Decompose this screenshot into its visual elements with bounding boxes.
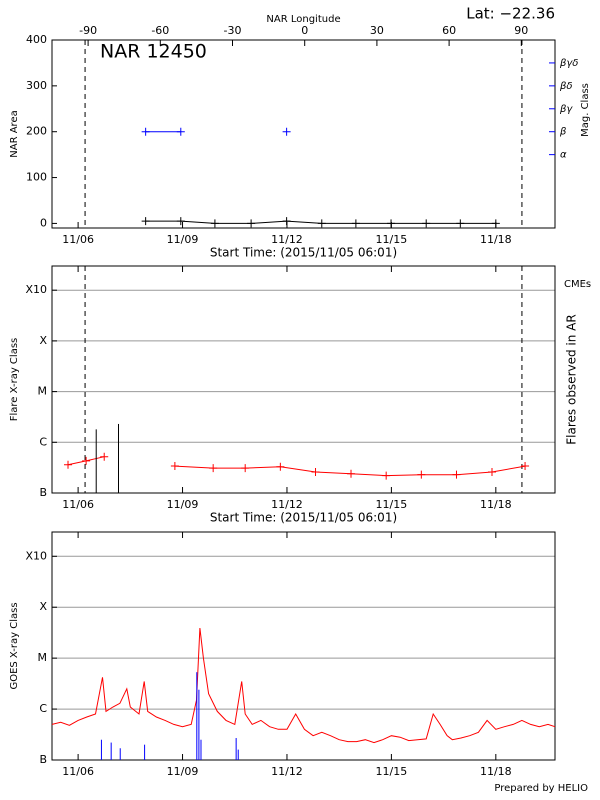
plus-marker: [209, 464, 218, 473]
x-tick-label: 11/12: [271, 233, 303, 246]
y-tick-label: X: [39, 334, 47, 347]
x2-tick-label: 60: [442, 24, 456, 37]
plus-marker: [311, 467, 320, 476]
x-tick-label: 11/18: [480, 233, 512, 246]
plus-marker: [141, 217, 150, 226]
plus-marker: [276, 462, 285, 471]
x-tick-label: 11/09: [167, 765, 199, 778]
y-tick-label: 400: [26, 33, 47, 46]
y-tick-label: M: [38, 385, 48, 398]
plus-marker: [317, 219, 326, 228]
x2-tick-label: 90: [514, 24, 528, 37]
x2-tick-label: 0: [301, 24, 308, 37]
x-tick-label: 11/15: [376, 233, 408, 246]
x2-tick-label: 30: [370, 24, 384, 37]
x-tick-label: 11/06: [62, 498, 94, 511]
plus-marker: [64, 460, 73, 469]
y2-axis-label: Flares observed in AR: [565, 314, 579, 444]
y-axis-label: NAR Area: [9, 110, 20, 157]
plus-marker: [247, 219, 256, 228]
plus-marker: [351, 219, 360, 228]
plus-marker: [210, 219, 219, 228]
annotation: CMEs: [564, 279, 591, 290]
plus-marker: [100, 452, 109, 461]
plus-marker: [82, 456, 91, 465]
y-tick-label: B: [39, 486, 47, 499]
x-tick-label: 11/12: [271, 765, 303, 778]
plus-marker: [456, 219, 465, 228]
x-tick-label: 11/18: [480, 765, 512, 778]
plus-marker: [141, 127, 150, 136]
plus-marker: [487, 467, 496, 476]
plot-frame: [51, 39, 556, 229]
plot-frame: [51, 531, 556, 761]
plus-marker: [521, 462, 530, 471]
x-tick-label: 11/15: [376, 498, 408, 511]
y-tick-label: 200: [26, 125, 47, 138]
x2-tick-label: -30: [224, 24, 242, 37]
x-axis-label: Start Time: (2015/11/05 06:01): [210, 246, 397, 260]
plus-marker: [491, 219, 500, 228]
plus-marker: [382, 471, 391, 480]
plus-marker: [282, 127, 291, 136]
x-tick-label: 11/06: [62, 233, 94, 246]
series-line: [51, 627, 556, 744]
y2-tick-label: α: [560, 150, 567, 161]
annotation: NAR 12450: [100, 41, 207, 63]
y-tick-label: C: [39, 435, 47, 448]
y2-tick-label: β: [559, 127, 567, 138]
x-tick-label: 11/18: [480, 498, 512, 511]
y-tick-label: X10: [25, 549, 47, 562]
y2-tick-label: βδ: [559, 81, 573, 92]
x-tick-label: 11/06: [62, 765, 94, 778]
y2-tick-label: βγδ: [559, 58, 578, 69]
y-tick-label: 300: [26, 79, 47, 92]
plus-marker: [347, 469, 356, 478]
plus-marker: [282, 217, 291, 226]
y2-axis-label: Mag. Class: [580, 83, 591, 137]
x-tick-label: 11/15: [376, 765, 408, 778]
x-tick-label: 11/09: [167, 233, 199, 246]
y-tick-label: 0: [40, 216, 47, 229]
x2-tick-label: -60: [151, 24, 169, 37]
plus-marker: [241, 464, 250, 473]
y-tick-label: B: [39, 753, 47, 766]
chart-title: Lat: −22.36: [466, 5, 555, 23]
plus-marker: [176, 217, 185, 226]
y-tick-label: M: [38, 651, 48, 664]
plot-frame: [51, 265, 556, 494]
plus-marker: [387, 219, 396, 228]
x-tick-label: 11/09: [167, 498, 199, 511]
y-axis-label: Flare X-ray Class: [9, 338, 20, 422]
x-tick-label: 11/12: [271, 498, 303, 511]
plus-marker: [452, 470, 461, 479]
plus-marker: [422, 219, 431, 228]
x2-tick-label: -90: [79, 24, 97, 37]
y-tick-label: C: [39, 702, 47, 715]
plus-marker: [417, 470, 426, 479]
x2-axis-label: NAR Longitude: [266, 14, 340, 25]
plus-marker: [176, 127, 185, 136]
y2-tick-label: βγ: [559, 104, 573, 115]
y-axis-label: GOES X-ray Class: [9, 602, 20, 689]
y-tick-label: X10: [25, 283, 47, 296]
y-tick-label: X: [39, 600, 47, 613]
y-tick-label: 100: [26, 171, 47, 184]
x-axis-label: Start Time: (2015/11/05 06:01): [210, 511, 397, 525]
footer: Prepared by HELIO: [494, 783, 588, 794]
plus-marker: [170, 462, 179, 471]
